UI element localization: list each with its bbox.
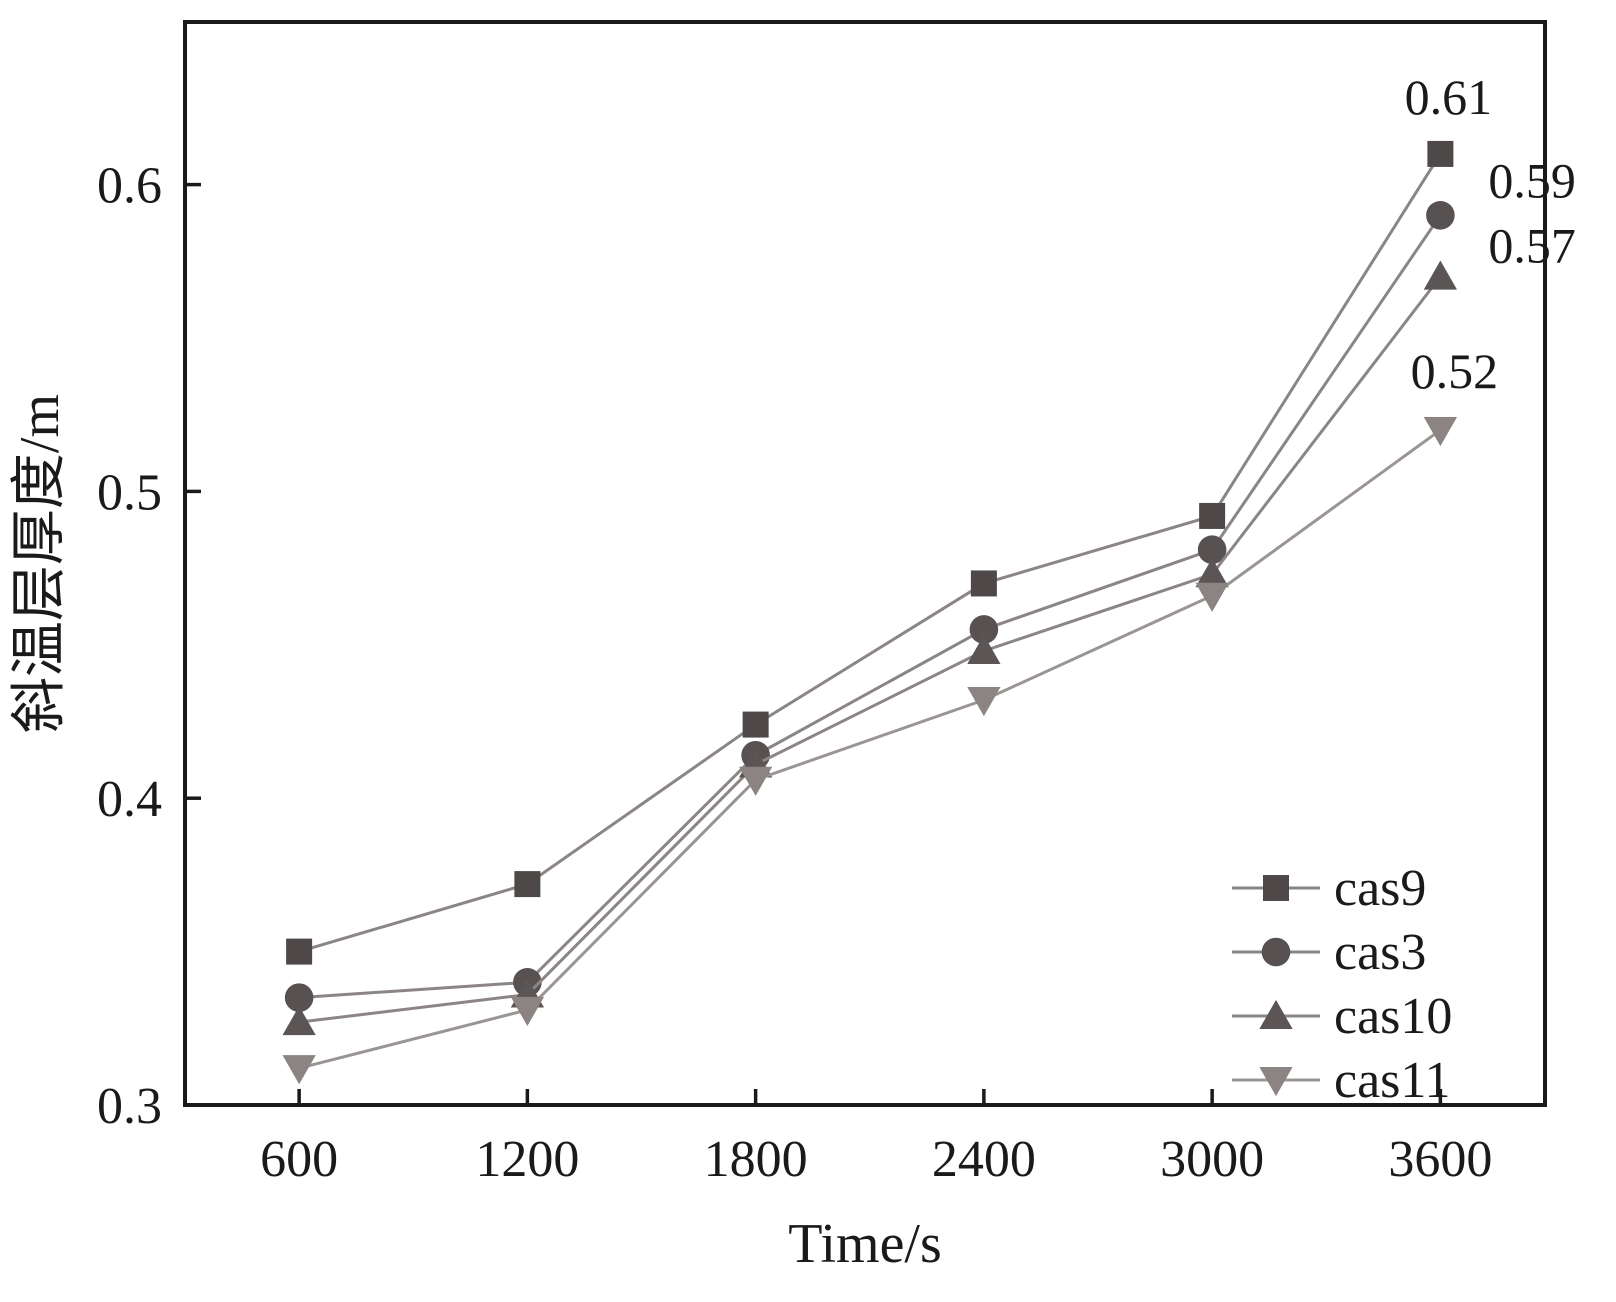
series-group: 0.61 0.59 0.57 0.52	[282, 69, 1576, 1085]
svg-text:1800: 1800	[704, 1131, 808, 1188]
legend-item-cas9: cas9	[1232, 860, 1426, 917]
svg-text:0.3: 0.3	[97, 1078, 162, 1135]
legend-label: cas3	[1334, 924, 1426, 981]
svg-text:600: 600	[260, 1131, 338, 1188]
svg-text:0.6: 0.6	[97, 158, 162, 215]
svg-text:3600: 3600	[1388, 1131, 1492, 1188]
svg-text:2400: 2400	[932, 1131, 1036, 1188]
legend-label: cas10	[1334, 988, 1452, 1045]
x-axis: 600 1200 1800 2400 3000 3600 Time/s	[260, 1089, 1492, 1275]
end-label-cas11: 0.52	[1411, 343, 1499, 399]
svg-text:0.5: 0.5	[97, 464, 162, 521]
end-label-cas10: 0.57	[1488, 218, 1576, 274]
series-cas9: 0.61	[286, 69, 1492, 965]
legend-item-cas11: cas11	[1232, 1052, 1450, 1109]
legend-label: cas9	[1334, 860, 1426, 917]
svg-text:Time/s: Time/s	[788, 1213, 942, 1275]
svg-text:0.4: 0.4	[97, 771, 162, 828]
series-cas11: 0.52	[282, 343, 1499, 1085]
legend: cas9 cas3 cas10 cas11	[1232, 860, 1452, 1109]
legend-label: cas11	[1334, 1052, 1450, 1109]
series-cas10: 0.57	[282, 218, 1576, 1036]
legend-item-cas10: cas10	[1232, 988, 1452, 1045]
axes-frame	[183, 20, 1547, 1107]
end-label-cas9: 0.61	[1405, 69, 1493, 125]
legend-item-cas3: cas3	[1232, 924, 1426, 981]
svg-text:3000: 3000	[1160, 1131, 1264, 1188]
svg-text:1200: 1200	[475, 1131, 579, 1188]
svg-text:斜温层厚度/m: 斜温层厚度/m	[9, 394, 71, 733]
y-axis: 0.3 0.4 0.5 0.6 斜温层厚度/m	[9, 158, 201, 1135]
end-label-cas3: 0.59	[1488, 152, 1576, 208]
